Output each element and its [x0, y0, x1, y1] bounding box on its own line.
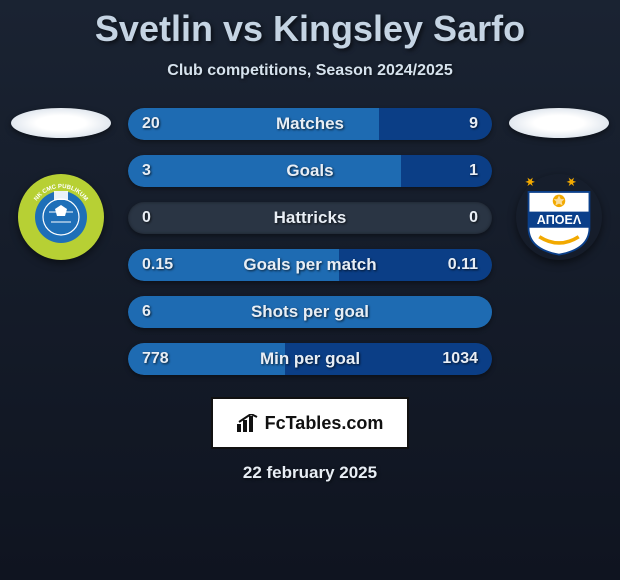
stat-row: 6Shots per goal — [128, 296, 492, 328]
stat-left-value: 3 — [128, 162, 200, 180]
branding-text: FcTables.com — [265, 413, 384, 434]
right-side: ΑΠΟΕΛ — [506, 108, 612, 260]
branding-badge: FcTables.com — [211, 397, 409, 449]
comparison-layout: NK CMC PUBLIKUM 20Matches9 3Goals1 0Hattri… — [0, 80, 620, 375]
stat-right-value: 0.11 — [420, 256, 492, 274]
left-player-plate — [11, 108, 111, 138]
stat-left-value: 20 — [128, 115, 200, 133]
stat-row: 0.15Goals per match0.11 — [128, 249, 492, 281]
stat-left-value: 0.15 — [128, 256, 200, 274]
stat-label: Shots per goal — [200, 302, 420, 322]
left-crest-svg: NK CMC PUBLIKUM — [18, 174, 104, 260]
right-player-plate — [509, 108, 609, 138]
page-title: Svetlin vs Kingsley Sarfo — [0, 0, 620, 50]
stat-label: Goals per match — [200, 255, 420, 275]
stat-right-value: 0 — [420, 209, 492, 227]
stat-row: 3Goals1 — [128, 155, 492, 187]
stat-label: Goals — [200, 161, 420, 181]
stat-right-value: 1 — [420, 162, 492, 180]
left-side: NK CMC PUBLIKUM — [8, 108, 114, 260]
stat-left-value: 778 — [128, 350, 200, 368]
date-label: 22 february 2025 — [0, 463, 620, 483]
left-team-crest: NK CMC PUBLIKUM — [18, 174, 104, 260]
right-crest-svg: ΑΠΟΕΛ — [516, 169, 602, 265]
stat-label: Hattricks — [200, 208, 420, 228]
subtitle: Club competitions, Season 2024/2025 — [0, 62, 620, 80]
stat-label: Min per goal — [200, 349, 420, 369]
stat-bars: 20Matches9 3Goals1 0Hattricks0 0.15Goals pe… — [114, 108, 506, 375]
stat-row: 20Matches9 — [128, 108, 492, 140]
stat-right-value: 1034 — [420, 350, 492, 368]
stat-row: 778Min per goal1034 — [128, 343, 492, 375]
stat-left-value: 0 — [128, 209, 200, 227]
stat-right-value: 9 — [420, 115, 492, 133]
stat-left-value: 6 — [128, 303, 200, 321]
stat-label: Matches — [200, 114, 420, 134]
right-team-crest: ΑΠΟΕΛ — [516, 174, 602, 260]
svg-text:ΑΠΟΕΛ: ΑΠΟΕΛ — [537, 213, 582, 227]
stat-row: 0Hattricks0 — [128, 202, 492, 234]
chart-icon — [237, 414, 259, 432]
